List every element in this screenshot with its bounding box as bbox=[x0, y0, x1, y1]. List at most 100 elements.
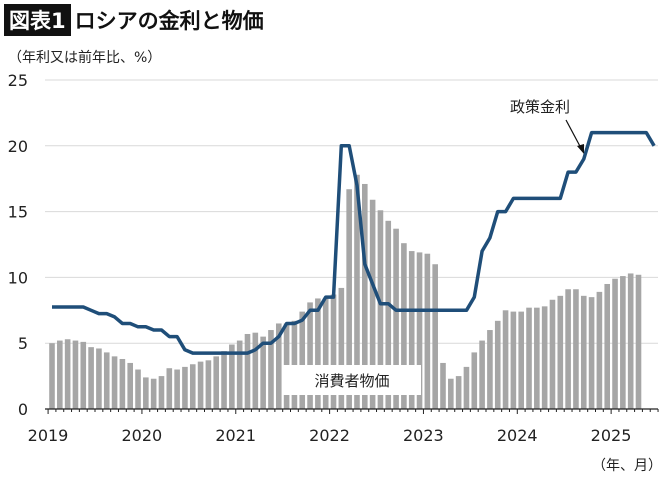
cpi-bar bbox=[377, 210, 384, 409]
cpi-bar bbox=[252, 332, 259, 409]
cpi-bar bbox=[189, 364, 196, 409]
cpi-bar bbox=[596, 291, 603, 409]
cpi-bar bbox=[127, 362, 133, 409]
cpi-bar bbox=[580, 295, 587, 409]
cpi-bar bbox=[166, 368, 173, 409]
cpi-series-label: 消費者物価 bbox=[314, 372, 389, 390]
cpi-bar bbox=[236, 340, 243, 409]
cpi-bar bbox=[494, 320, 501, 409]
cpi-bar bbox=[510, 311, 517, 409]
cpi-bar bbox=[471, 352, 478, 409]
cpi-bar bbox=[479, 340, 485, 409]
cpi-bar bbox=[64, 339, 71, 409]
cpi-bar bbox=[143, 377, 149, 409]
cpi-bar bbox=[275, 323, 282, 409]
cpi-bar bbox=[150, 378, 157, 409]
cpi-bar bbox=[268, 330, 274, 409]
y-tick-label: 25 bbox=[8, 71, 28, 90]
y-tick-label: 0 bbox=[18, 400, 28, 419]
cpi-bar bbox=[174, 369, 180, 409]
cpi-bar bbox=[291, 320, 298, 409]
y-axis-label: （年利又は前年比、%） bbox=[8, 49, 161, 66]
cpi-bar bbox=[260, 336, 266, 409]
cpi-bar bbox=[80, 341, 87, 409]
cpi-bar bbox=[541, 306, 548, 409]
cpi-bar bbox=[299, 311, 306, 409]
cpi-bar bbox=[424, 253, 431, 409]
x-axis-label: （年、月） bbox=[592, 458, 662, 474]
y-tick-label: 10 bbox=[8, 268, 28, 287]
cpi-bar bbox=[612, 278, 618, 409]
cpi-bar bbox=[49, 343, 55, 409]
cpi-bar bbox=[588, 297, 595, 409]
cpi-bar bbox=[620, 276, 626, 409]
cpi-bar bbox=[135, 369, 141, 409]
cpi-bar bbox=[502, 310, 509, 409]
cpi-bar bbox=[338, 287, 345, 409]
cpi-bar bbox=[416, 252, 423, 409]
cpi-bar bbox=[448, 378, 454, 409]
cpi-bar bbox=[88, 347, 94, 409]
cpi-bar bbox=[72, 340, 79, 409]
x-tick-label: 2022 bbox=[309, 426, 350, 445]
cpi-bar bbox=[346, 189, 352, 409]
x-tick-label: 2019 bbox=[28, 426, 69, 445]
cpi-bar bbox=[103, 352, 110, 409]
cpi-bar bbox=[408, 251, 415, 409]
cpi-bar bbox=[565, 289, 571, 409]
arrow-head bbox=[577, 144, 584, 154]
cpi-bar bbox=[604, 283, 611, 409]
cpi-bar bbox=[549, 299, 556, 409]
cpi-bar bbox=[322, 298, 329, 409]
cpi-bar bbox=[96, 348, 102, 409]
cpi-bar bbox=[307, 302, 313, 409]
cpi-bar bbox=[432, 264, 438, 409]
cpi-bar bbox=[362, 183, 368, 409]
cpi-bar bbox=[330, 294, 337, 409]
cpi-bar bbox=[315, 298, 321, 409]
cpi-bar bbox=[534, 307, 540, 409]
x-tick-label: 2023 bbox=[403, 426, 444, 445]
cpi-bar bbox=[526, 307, 532, 409]
cpi-bar bbox=[213, 356, 220, 409]
chart-title: 図表1 ロシアの金利と物価 bbox=[4, 4, 264, 36]
y-tick-label: 5 bbox=[18, 334, 28, 353]
cpi-bar bbox=[57, 340, 63, 409]
x-tick-label: 2024 bbox=[497, 426, 538, 445]
cpi-bar bbox=[119, 358, 126, 409]
policy-rate-line bbox=[52, 130, 656, 355]
x-tick-label: 2021 bbox=[215, 426, 256, 445]
cpi-bar bbox=[229, 344, 235, 409]
cpi-bar bbox=[158, 376, 165, 409]
cpi-bar bbox=[401, 243, 407, 409]
cpi-bar bbox=[627, 273, 634, 409]
cpi-bar bbox=[111, 356, 118, 409]
cpi-bar bbox=[455, 376, 462, 409]
x-tick-label: 2025 bbox=[591, 426, 632, 445]
figure-badge: 図表1 bbox=[4, 4, 71, 36]
cpi-bar bbox=[573, 289, 579, 409]
x-tick-label: 2020 bbox=[121, 426, 162, 445]
cpi-bar bbox=[354, 174, 360, 409]
cpi-bar bbox=[205, 360, 212, 409]
policy-rate-label: 政策金利 bbox=[510, 98, 570, 116]
cpi-label-box bbox=[283, 365, 421, 395]
cpi-bar bbox=[635, 274, 642, 409]
y-tick-label: 15 bbox=[8, 203, 28, 222]
cpi-bar bbox=[487, 330, 493, 409]
cpi-bar bbox=[221, 351, 227, 409]
cpi-bar bbox=[463, 366, 470, 409]
cpi-bar bbox=[518, 311, 524, 409]
cpi-bar bbox=[244, 333, 251, 409]
y-tick-label: 20 bbox=[8, 137, 28, 156]
cpi-bar bbox=[182, 366, 188, 409]
cpi-bar bbox=[393, 228, 399, 409]
cpi-bar bbox=[385, 220, 392, 409]
cpi-bar bbox=[369, 199, 376, 409]
title-text: ロシアの金利と物価 bbox=[74, 9, 264, 33]
cpi-bar bbox=[197, 361, 204, 409]
cpi-bar bbox=[557, 295, 564, 409]
cpi-bar bbox=[440, 362, 446, 409]
